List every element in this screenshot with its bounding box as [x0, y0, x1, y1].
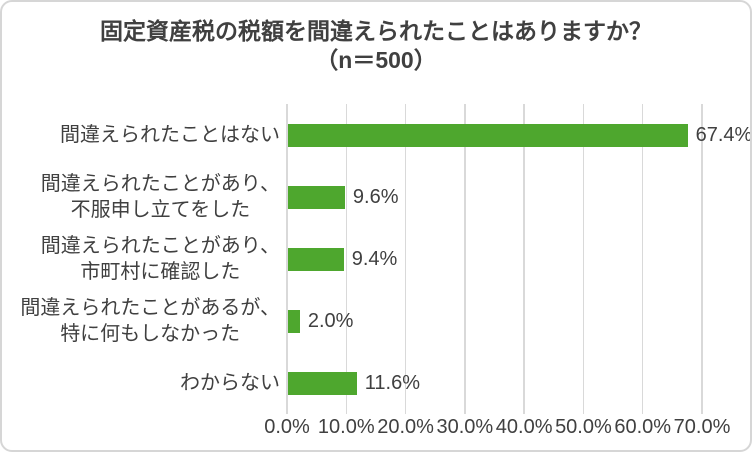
bar: [288, 309, 300, 333]
gridline-30.0%: [464, 104, 466, 414]
bar-row: 2.0%: [287, 290, 702, 352]
value-label: 9.6%: [352, 185, 399, 208]
bar: [288, 371, 357, 395]
bar: [288, 123, 688, 147]
value-label: 67.4%: [695, 123, 752, 146]
gridline-70.0%: [701, 104, 703, 414]
chart-title: 固定資産税の税額を間違えられたことはありますか？: [100, 18, 652, 44]
gridline-50.0%: [582, 104, 585, 414]
x-tick-label: 60.0%: [614, 416, 672, 438]
bar-row: 11.6%: [287, 352, 702, 414]
bar: [288, 247, 344, 271]
gridline-20.0%: [404, 104, 407, 414]
x-tick-label: 40.0%: [495, 416, 553, 438]
category-label: 間違えられたことがあるが、 特に何もしなかった: [20, 296, 280, 345]
x-tick-label: 0.0%: [264, 416, 310, 438]
category-label: 間違えられたことがあり、 市町村に確認した: [40, 234, 280, 283]
value-label: 9.4%: [351, 247, 398, 270]
bar-row: 9.6%: [287, 166, 702, 228]
chart-title-block: 固定資産税の税額を間違えられたことはありますか？ （n＝500）: [2, 17, 750, 76]
gridline-0.0%: [286, 104, 288, 414]
x-tick-label: 50.0%: [555, 416, 612, 438]
gridline-60.0%: [641, 104, 644, 414]
category-label: わからない: [180, 371, 280, 394]
bar: [288, 185, 345, 209]
bar-row: 67.4%: [287, 104, 750, 166]
value-label: 11.6%: [364, 371, 420, 394]
category-label: 間違えられたことはない: [60, 123, 280, 146]
category-axis: 間違えられたことはない 間違えられたことがあり、 不服申し立てをした 間違えられたこ…: [2, 104, 282, 414]
x-tick-label: 70.0%: [673, 416, 731, 438]
x-tick-label: 20.0%: [377, 416, 434, 438]
gridline-40.0%: [523, 104, 525, 414]
category-label: 間違えられたことがあり、 不服申し立てをした: [40, 172, 280, 221]
plot-area: 67.4% 9.6% 9.4% 2.0% 11.6%: [286, 104, 750, 414]
value-label: 2.0%: [307, 309, 354, 332]
bar-row: 9.4%: [287, 228, 702, 290]
x-tick-label: 10.0%: [317, 416, 375, 438]
gridline-10.0%: [345, 104, 348, 414]
chart-subtitle: （n＝500）: [315, 47, 437, 74]
x-tick-label: 30.0%: [436, 416, 494, 438]
